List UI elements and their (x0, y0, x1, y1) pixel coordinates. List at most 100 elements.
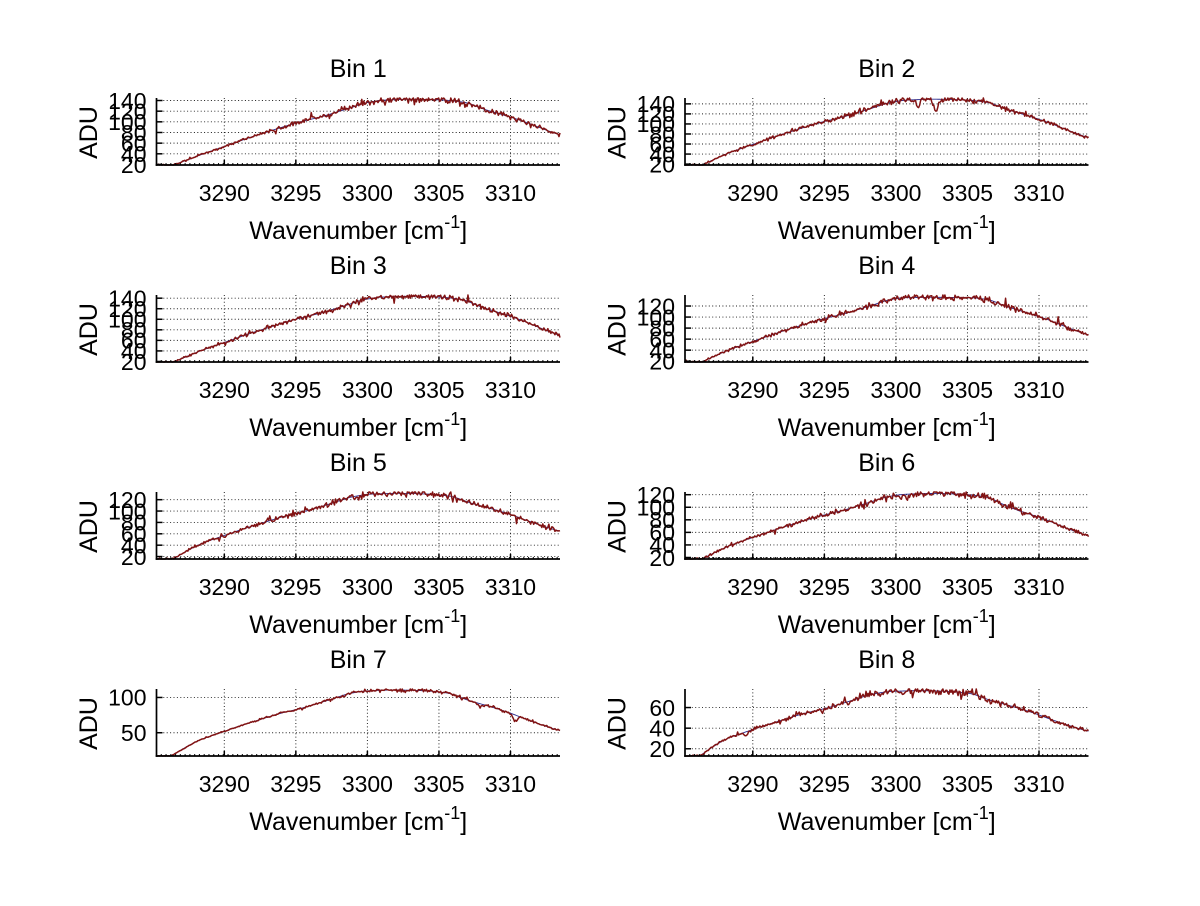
svg-text:3290: 3290 (727, 771, 778, 797)
svg-text:3310: 3310 (485, 180, 536, 206)
svg-text:ADU: ADU (604, 697, 632, 750)
svg-text:ADU: ADU (604, 303, 632, 356)
svg-text:3300: 3300 (342, 771, 393, 797)
svg-text:ADU: ADU (75, 106, 103, 159)
svg-text:40: 40 (649, 337, 675, 363)
svg-text:100: 100 (637, 495, 675, 521)
svg-text:120: 120 (637, 482, 675, 508)
svg-text:3305: 3305 (942, 180, 993, 206)
svg-text:60: 60 (121, 328, 147, 354)
svg-text:3300: 3300 (870, 574, 921, 600)
svg-text:100: 100 (637, 304, 675, 330)
svg-text:3300: 3300 (342, 377, 393, 403)
svg-text:20: 20 (649, 151, 675, 177)
svg-text:80: 80 (649, 121, 675, 147)
svg-text:Bin 4: Bin 4 (858, 252, 915, 280)
svg-text:3305: 3305 (413, 574, 464, 600)
svg-text:ADU: ADU (604, 500, 632, 553)
svg-text:80: 80 (649, 507, 675, 533)
svg-text:Bin 2: Bin 2 (858, 55, 915, 83)
svg-text:80: 80 (649, 315, 675, 341)
svg-text:40: 40 (121, 338, 147, 364)
svg-text:Bin 7: Bin 7 (330, 646, 387, 674)
svg-text:3310: 3310 (485, 377, 536, 403)
svg-text:3310: 3310 (1013, 574, 1064, 600)
svg-text:60: 60 (649, 695, 675, 721)
svg-text:3310: 3310 (485, 771, 536, 797)
svg-text:140: 140 (108, 285, 146, 311)
svg-text:60: 60 (649, 326, 675, 352)
svg-text:100: 100 (108, 307, 146, 333)
svg-text:3290: 3290 (199, 771, 250, 797)
svg-text:80: 80 (121, 120, 147, 146)
svg-text:Bin 1: Bin 1 (330, 55, 387, 83)
svg-text:20: 20 (649, 736, 675, 762)
svg-text:Bin 5: Bin 5 (330, 449, 387, 477)
svg-text:3290: 3290 (199, 574, 250, 600)
svg-text:3300: 3300 (870, 377, 921, 403)
svg-text:3290: 3290 (199, 180, 250, 206)
svg-text:Wavenumber [cm-1]: Wavenumber [cm-1] (249, 606, 467, 639)
svg-text:50: 50 (121, 720, 147, 746)
svg-text:140: 140 (637, 91, 675, 117)
svg-text:3300: 3300 (342, 574, 393, 600)
svg-text:3295: 3295 (799, 377, 850, 403)
svg-text:ADU: ADU (75, 303, 103, 356)
svg-text:40: 40 (649, 715, 675, 741)
svg-text:3295: 3295 (270, 574, 321, 600)
svg-text:100: 100 (108, 109, 146, 135)
svg-text:60: 60 (649, 131, 675, 157)
svg-text:3290: 3290 (727, 574, 778, 600)
svg-text:3300: 3300 (342, 180, 393, 206)
svg-text:40: 40 (121, 141, 147, 167)
svg-text:20: 20 (649, 348, 675, 374)
svg-text:80: 80 (121, 510, 147, 536)
svg-text:Wavenumber [cm-1]: Wavenumber [cm-1] (778, 803, 996, 836)
svg-text:120: 120 (637, 293, 675, 319)
svg-text:60: 60 (121, 521, 147, 547)
svg-text:3300: 3300 (870, 180, 921, 206)
svg-text:20: 20 (121, 349, 147, 375)
svg-text:40: 40 (121, 532, 147, 558)
svg-text:ADU: ADU (75, 697, 103, 750)
svg-text:60: 60 (649, 520, 675, 546)
svg-text:3305: 3305 (413, 377, 464, 403)
svg-text:40: 40 (649, 532, 675, 558)
svg-text:Wavenumber [cm-1]: Wavenumber [cm-1] (249, 803, 467, 836)
svg-text:3290: 3290 (727, 180, 778, 206)
svg-text:3295: 3295 (799, 180, 850, 206)
svg-text:3295: 3295 (799, 574, 850, 600)
svg-text:3305: 3305 (413, 771, 464, 797)
svg-text:3305: 3305 (942, 377, 993, 403)
svg-text:140: 140 (108, 88, 146, 114)
svg-text:120: 120 (108, 296, 146, 322)
svg-text:3295: 3295 (270, 180, 321, 206)
svg-text:120: 120 (637, 101, 675, 127)
svg-text:3300: 3300 (870, 771, 921, 797)
svg-text:60: 60 (121, 130, 147, 156)
svg-text:100: 100 (108, 685, 146, 711)
svg-text:100: 100 (637, 111, 675, 137)
svg-text:ADU: ADU (75, 500, 103, 553)
svg-text:3310: 3310 (485, 574, 536, 600)
svg-text:20: 20 (121, 544, 147, 570)
svg-text:100: 100 (108, 498, 146, 524)
svg-text:Wavenumber [cm-1]: Wavenumber [cm-1] (249, 212, 467, 245)
svg-text:Bin 6: Bin 6 (858, 449, 915, 477)
svg-text:3305: 3305 (942, 574, 993, 600)
svg-text:3295: 3295 (270, 771, 321, 797)
svg-text:3310: 3310 (1013, 771, 1064, 797)
svg-text:3290: 3290 (199, 377, 250, 403)
svg-text:Wavenumber [cm-1]: Wavenumber [cm-1] (778, 212, 996, 245)
svg-text:3305: 3305 (942, 771, 993, 797)
svg-text:3295: 3295 (270, 377, 321, 403)
svg-text:3295: 3295 (799, 771, 850, 797)
svg-text:3290: 3290 (727, 377, 778, 403)
svg-text:Wavenumber [cm-1]: Wavenumber [cm-1] (249, 409, 467, 442)
svg-text:Bin 8: Bin 8 (858, 646, 915, 674)
svg-text:Wavenumber [cm-1]: Wavenumber [cm-1] (778, 409, 996, 442)
svg-text:3310: 3310 (1013, 180, 1064, 206)
svg-text:120: 120 (108, 487, 146, 513)
svg-text:Wavenumber [cm-1]: Wavenumber [cm-1] (778, 606, 996, 639)
svg-text:ADU: ADU (604, 106, 632, 159)
